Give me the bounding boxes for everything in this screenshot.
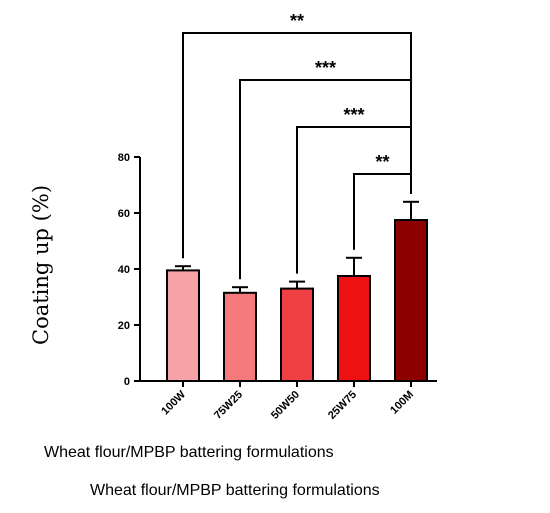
x-tick-label: 100W: [159, 388, 188, 417]
x-tick-label: 75W25: [212, 389, 245, 422]
bar: [280, 287, 314, 383]
bar: [166, 269, 200, 382]
x-axis-label-repeat: Wheat flour/MPBP battering formulations: [90, 482, 380, 499]
bar: [337, 275, 371, 382]
x-tick-label: 50W50: [269, 389, 302, 422]
significance-bracket: [353, 173, 412, 250]
y-tick-label: 40: [118, 264, 130, 276]
x-tick-label: 25W75: [326, 389, 359, 422]
significance-label: ***: [315, 58, 336, 78]
significance-bracket: [239, 79, 412, 280]
y-axis: 0 20 40 60 80: [118, 152, 141, 388]
x-axis-label: Wheat flour/MPBP battering formulations: [44, 444, 334, 461]
x-tick-label: 100M: [388, 389, 416, 417]
y-tick-label: 20: [118, 320, 130, 332]
significance-label: **: [290, 11, 304, 31]
significance-label: **: [375, 152, 389, 172]
y-tick-label: 60: [118, 208, 130, 220]
error-bars: [175, 200, 419, 293]
y-tick-label: 80: [118, 152, 130, 164]
bar: [223, 291, 257, 382]
significance-brackets: **********: [182, 11, 412, 280]
y-axis-label: Coating up (%): [29, 185, 53, 345]
significance-label: ***: [343, 105, 364, 125]
x-axis: 100W 75W25 50W50 25W75 100M: [140, 380, 437, 422]
y-tick-label: 0: [124, 376, 130, 388]
bar: [394, 219, 428, 382]
significance-bracket: [296, 126, 412, 274]
